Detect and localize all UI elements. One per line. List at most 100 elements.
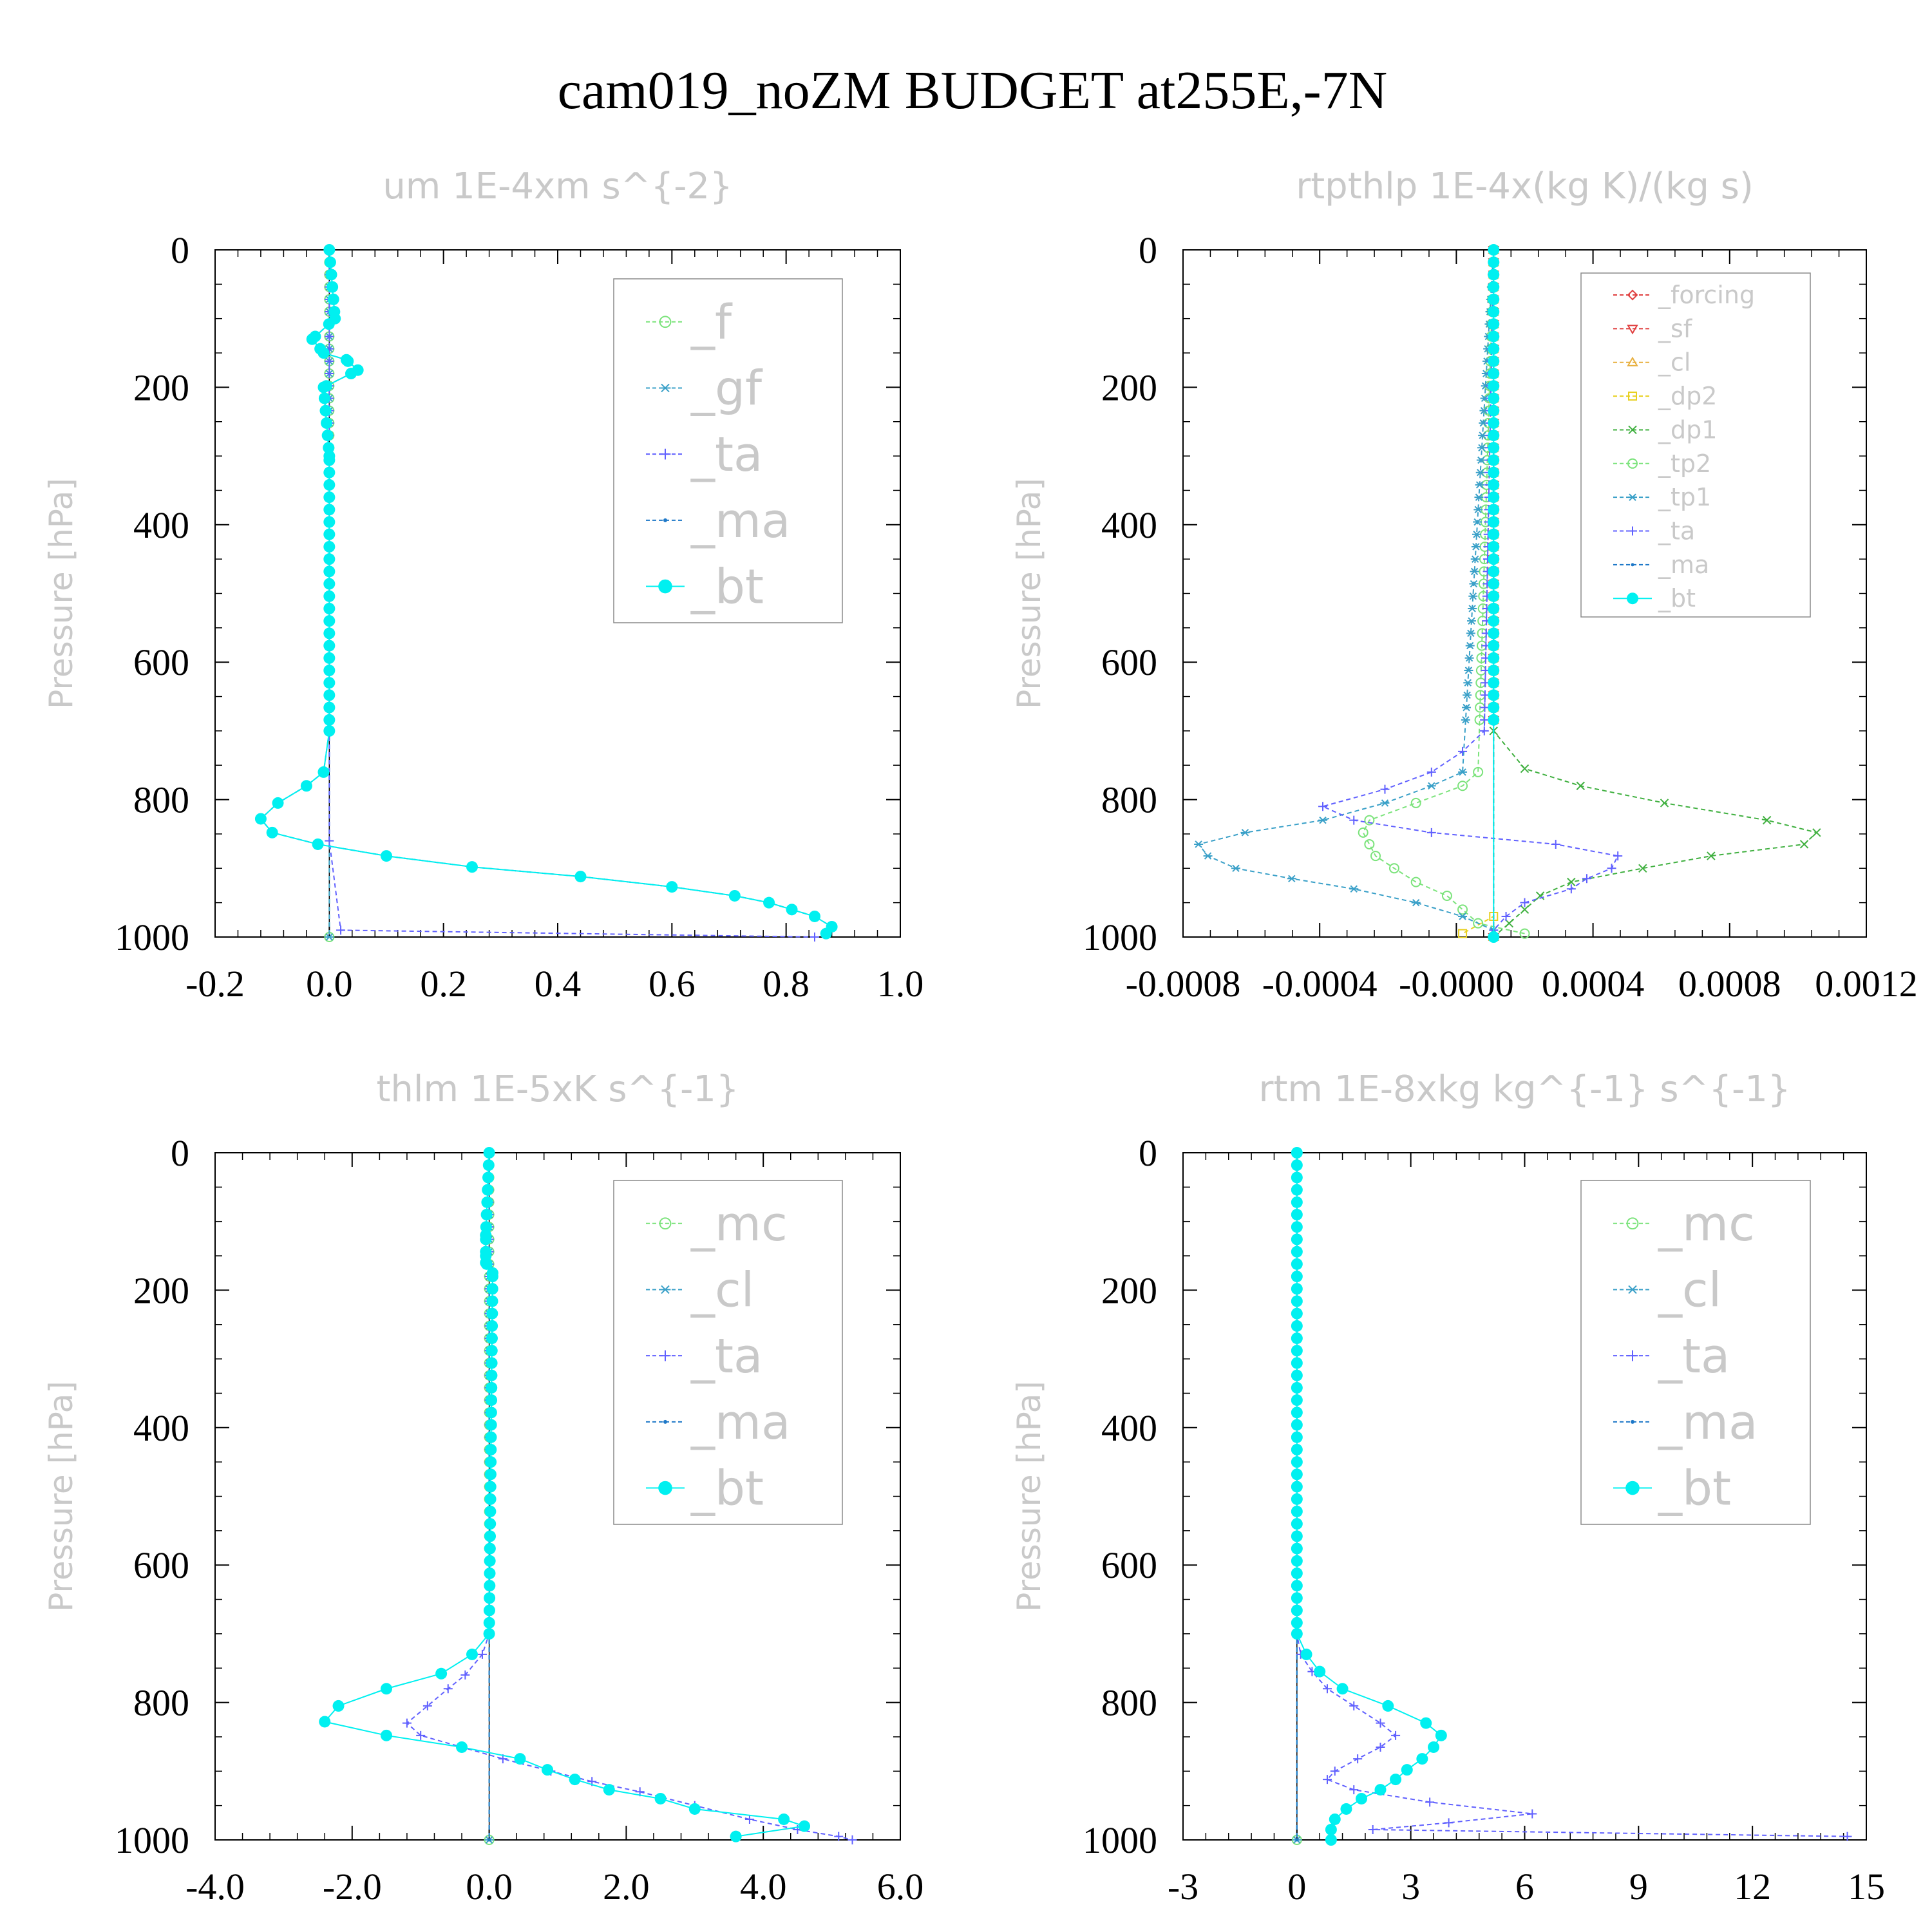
legend-label: _dp2	[1658, 382, 1717, 410]
data-point	[1638, 864, 1647, 873]
data-point	[1479, 726, 1489, 735]
chart-panel-2: rtpthlp 1E-4x(kg K)/(kg s) Pressure [hPa]…	[1010, 166, 1918, 1005]
data-point	[323, 602, 336, 614]
data-point	[603, 1784, 615, 1796]
legend-label: _f	[690, 295, 733, 350]
data-point	[1519, 928, 1530, 939]
data-point	[300, 780, 312, 792]
data-point	[323, 590, 336, 602]
data-point	[1464, 654, 1474, 662]
data-point	[321, 417, 333, 429]
data-point	[1464, 667, 1473, 674]
data-point	[480, 1221, 492, 1233]
legend-marker	[1625, 1481, 1640, 1495]
legend-box	[1580, 1180, 1811, 1525]
data-point	[1291, 1147, 1303, 1159]
chart-title: thlm 1E-5xK s^{-1}	[376, 1068, 739, 1110]
data-point	[1322, 1775, 1332, 1785]
data-point	[1291, 1419, 1303, 1431]
data-point	[480, 1233, 492, 1245]
data-point	[319, 404, 332, 417]
y-tick-label: 600	[133, 1544, 189, 1586]
x-tick-label: -2.0	[323, 1866, 382, 1908]
data-point	[1458, 746, 1468, 756]
data-point	[654, 1792, 667, 1804]
x-tick-label: 6	[1515, 1866, 1534, 1908]
y-tick-label: 1000	[1083, 1819, 1157, 1861]
data-point	[1463, 691, 1472, 699]
data-point	[1291, 1221, 1303, 1233]
x-tick-label: 0.0004	[1542, 963, 1645, 1005]
data-point	[1551, 839, 1560, 849]
data-point	[1457, 781, 1468, 791]
y-tick-label: 1000	[115, 1819, 189, 1861]
data-point	[323, 491, 336, 504]
data-point	[484, 1542, 496, 1555]
data-point	[1567, 877, 1576, 887]
data-point	[1488, 627, 1500, 639]
data-point	[1291, 1394, 1303, 1406]
data-point	[323, 701, 336, 714]
series-bt	[254, 244, 838, 940]
legend-label: _ta	[690, 1329, 762, 1384]
legend-label: _gf	[690, 361, 763, 416]
data-point	[1291, 1271, 1303, 1283]
data-point	[482, 1159, 495, 1171]
data-point	[272, 797, 284, 809]
data-point	[1194, 840, 1204, 848]
legend-label: _ta	[1658, 517, 1695, 545]
data-point	[1295, 1838, 1299, 1842]
data-point	[1475, 469, 1485, 477]
data-point	[1425, 1797, 1435, 1807]
data-point	[323, 652, 336, 664]
data-point	[1607, 864, 1616, 873]
legend-marker	[659, 316, 672, 328]
data-point	[1762, 815, 1772, 825]
data-point	[1488, 466, 1500, 478]
x-tick-label: 0.2	[420, 963, 467, 1005]
legend-marker	[1627, 458, 1638, 469]
y-axis-label: Pressure [hPa]	[1010, 478, 1048, 709]
data-point	[485, 1456, 497, 1468]
data-point	[482, 1184, 494, 1196]
legend-label: _bt	[690, 560, 764, 615]
data-point	[1428, 1741, 1440, 1753]
data-point	[325, 836, 334, 846]
data-point	[514, 1753, 526, 1765]
data-point	[323, 665, 336, 677]
data-point	[1353, 1754, 1363, 1764]
data-point	[1488, 318, 1500, 330]
data-point	[1463, 679, 1473, 687]
x-tick-label: 4.0	[740, 1866, 787, 1908]
data-point	[1291, 1196, 1303, 1208]
data-point	[1582, 874, 1591, 884]
data-point	[1488, 516, 1500, 528]
data-point	[477, 1649, 487, 1659]
y-tick-label: 200	[1101, 366, 1157, 408]
data-point	[809, 910, 820, 922]
data-point	[1488, 343, 1500, 355]
data-point	[483, 1604, 495, 1616]
data-point	[381, 1683, 392, 1695]
data-point	[1488, 701, 1500, 714]
y-tick-label: 400	[133, 504, 189, 546]
data-point	[542, 1764, 554, 1776]
legend-label: _forcing	[1658, 281, 1755, 309]
data-point	[1488, 269, 1500, 281]
data-point	[323, 478, 336, 491]
data-point	[466, 1648, 478, 1660]
data-point	[1488, 417, 1500, 429]
legend-marker	[1628, 392, 1637, 401]
y-tick-label: 0	[171, 1132, 189, 1174]
legend-label: _bt	[1658, 584, 1696, 612]
data-point	[1470, 567, 1479, 576]
y-tick-label: 200	[1101, 1269, 1157, 1311]
data-point	[325, 332, 334, 341]
data-point	[1410, 797, 1421, 808]
x-tick-label: 12	[1734, 1866, 1771, 1908]
legend-marker	[1627, 592, 1638, 605]
data-point	[416, 1730, 426, 1740]
chart-title: rtm 1E-8xkg kg^{-1} s^{-1}	[1258, 1068, 1790, 1110]
data-point	[1488, 404, 1500, 417]
x-tick-label: -3	[1168, 1866, 1198, 1908]
